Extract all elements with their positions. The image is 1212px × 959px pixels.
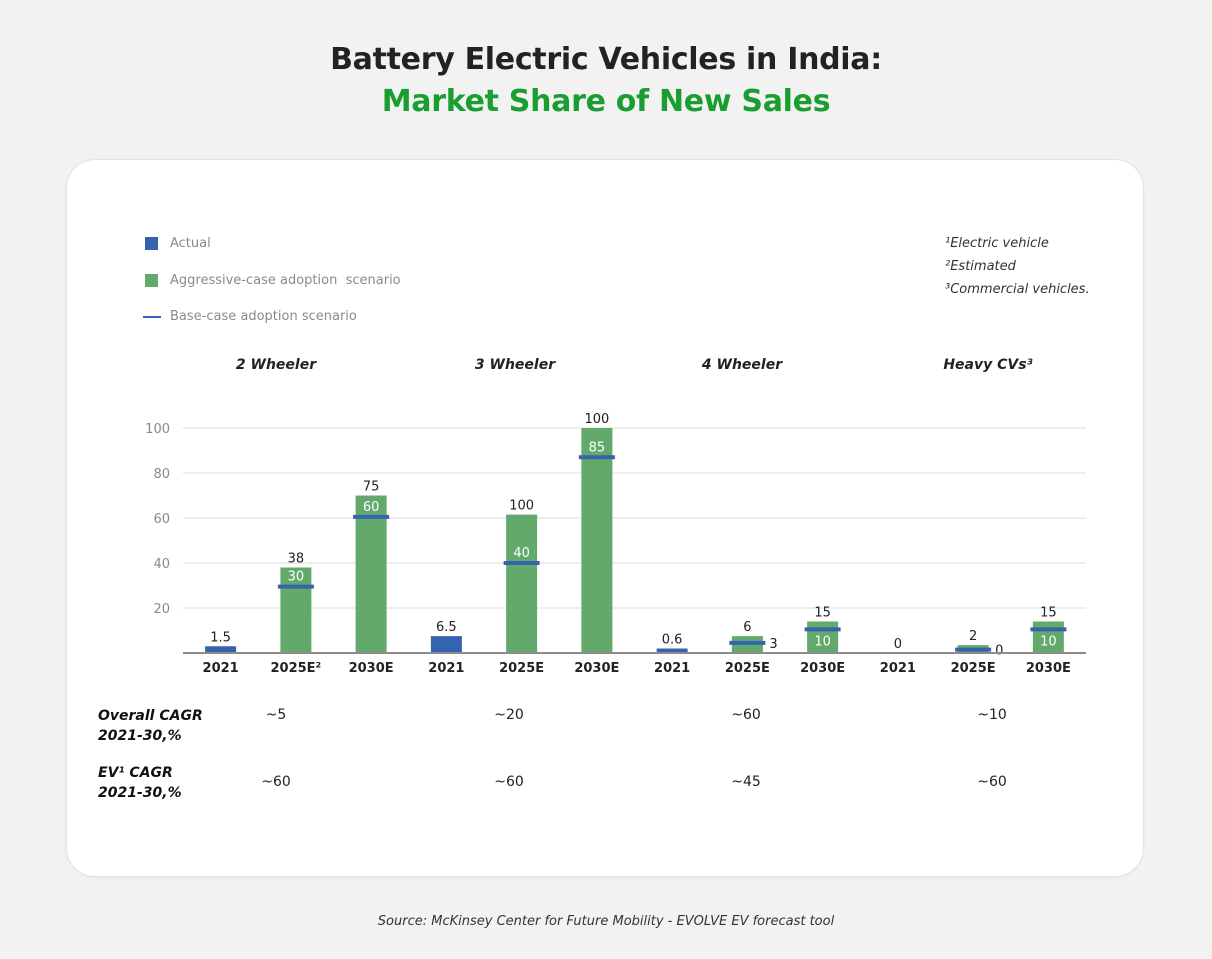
ev-cagr-2-wheeler: ~60 — [261, 774, 291, 790]
base-case-marker — [578, 455, 615, 460]
overall-cagr-label: Overall CAGR 2021-30,% — [98, 706, 203, 746]
x-tick-label: 2025E² — [270, 661, 321, 676]
base-case-marker — [503, 561, 540, 565]
footnote-commercial: ³Commercial vehicles. — [945, 282, 1090, 297]
bar-actual — [656, 648, 688, 653]
base-case-label: 10 — [814, 634, 831, 649]
legend-item-aggressive: Aggressive-case adoption scenario — [145, 273, 401, 288]
bar-actual — [430, 636, 462, 653]
legend-label: Actual — [170, 236, 211, 251]
group-title-heavy-cvs: Heavy CVs³ — [943, 357, 1033, 373]
base-case-label: 3 — [769, 637, 777, 652]
bar-aggressive — [581, 428, 613, 653]
ev-cagr-label-line2: 2021-30,% — [98, 785, 182, 801]
bar-value-label: 0.6 — [662, 633, 683, 648]
x-tick-label: 2021 — [654, 661, 690, 676]
legend-item-base: Base-case adoption scenario — [143, 309, 357, 324]
base-case-label: 85 — [589, 440, 606, 455]
x-tick-label: 2021 — [428, 661, 464, 676]
legend-swatch-aggressive — [145, 274, 158, 287]
base-case-marker — [353, 514, 390, 519]
x-tick-label: 2025E — [725, 661, 770, 676]
base-case-marker — [277, 584, 314, 589]
ev-cagr-heavy-cvs: ~60 — [977, 774, 1007, 790]
base-case-label: 30 — [288, 570, 305, 585]
base-case-marker — [1030, 627, 1067, 632]
bar-actual — [205, 646, 237, 653]
bar-value-label: 100 — [509, 499, 534, 514]
bar-value-label: 0 — [894, 637, 902, 652]
overall-cagr-3-wheeler: ~20 — [494, 707, 524, 723]
legend-line-base — [143, 315, 161, 318]
bar-aggressive — [280, 567, 312, 653]
base-case-marker — [729, 640, 766, 645]
bar-value-label: 38 — [288, 552, 305, 567]
overall-cagr-2-wheeler: ~5 — [265, 707, 287, 723]
bar-value-label: 75 — [363, 480, 380, 495]
x-tick-label: 2021 — [880, 661, 916, 676]
bar-value-label: 6.5 — [436, 620, 457, 635]
x-tick-label: 2030E — [800, 661, 845, 676]
bar-value-label: 6 — [743, 620, 751, 635]
bar-aggressive — [1032, 621, 1064, 653]
legend-swatch-actual — [145, 237, 158, 250]
x-tick-label: 2021 — [203, 661, 239, 676]
overall-cagr-4-wheeler: ~60 — [731, 707, 761, 723]
x-tick-label: 2025E — [499, 661, 544, 676]
group-title-2-wheeler: 2 Wheeler — [235, 357, 317, 373]
legend-label: Aggressive-case adoption scenario — [170, 273, 401, 288]
y-tick-label: 40 — [153, 557, 170, 572]
ev-cagr-3-wheeler: ~60 — [494, 774, 524, 790]
source-note: Source: McKinsey Center for Future Mobil… — [377, 914, 835, 929]
group-title-3-wheeler: 3 Wheeler — [474, 357, 556, 373]
bar-aggressive — [506, 514, 538, 653]
footnote-ev: ¹Electric vehicle — [945, 236, 1049, 251]
y-tick-label: 80 — [153, 467, 170, 482]
x-tick-label: 2030E — [574, 661, 619, 676]
y-tick-label: 100 — [145, 422, 170, 437]
group-title-4-wheeler: 4 Wheeler — [701, 357, 783, 373]
bar-value-label: 15 — [1040, 606, 1057, 621]
base-case-label: 40 — [513, 546, 530, 561]
x-tick-label: 2030E — [349, 661, 394, 676]
bar-value-label: 100 — [584, 412, 609, 427]
overall-cagr-heavy-cvs: ~10 — [977, 707, 1007, 723]
base-case-marker — [955, 647, 992, 652]
ev-cagr-label: EV¹ CAGR 2021-30,% — [98, 763, 182, 803]
base-case-marker — [804, 627, 841, 632]
base-case-label: 0 — [995, 644, 1003, 659]
legend-label: Base-case adoption scenario — [170, 309, 357, 324]
overall-cagr-label-line2: 2021-30,% — [98, 728, 182, 744]
bar-aggressive — [807, 621, 839, 653]
chart-title: Battery Electric Vehicles in India: — [330, 42, 882, 77]
base-case-label: 60 — [363, 500, 380, 515]
bar-value-label: 15 — [814, 606, 831, 621]
legend-item-actual: Actual — [145, 236, 211, 251]
chart-subtitle: Market Share of New Sales — [381, 84, 831, 119]
footnote-estimated: ²Estimated — [945, 259, 1016, 274]
y-tick-label: 20 — [153, 602, 170, 617]
bar-value-label: 1.5 — [210, 630, 231, 645]
base-case-label: 10 — [1040, 634, 1057, 649]
x-tick-label: 2030E — [1026, 661, 1071, 676]
x-tick-label: 2025E — [951, 661, 996, 676]
bar-value-label: 2 — [969, 629, 977, 644]
bar-aggressive — [355, 495, 387, 653]
y-tick-label: 60 — [153, 512, 170, 527]
ev-cagr-4-wheeler: ~45 — [731, 774, 761, 790]
ev-cagr-label-line1: EV¹ CAGR — [98, 765, 173, 781]
overall-cagr-label-line1: Overall CAGR — [98, 708, 203, 724]
